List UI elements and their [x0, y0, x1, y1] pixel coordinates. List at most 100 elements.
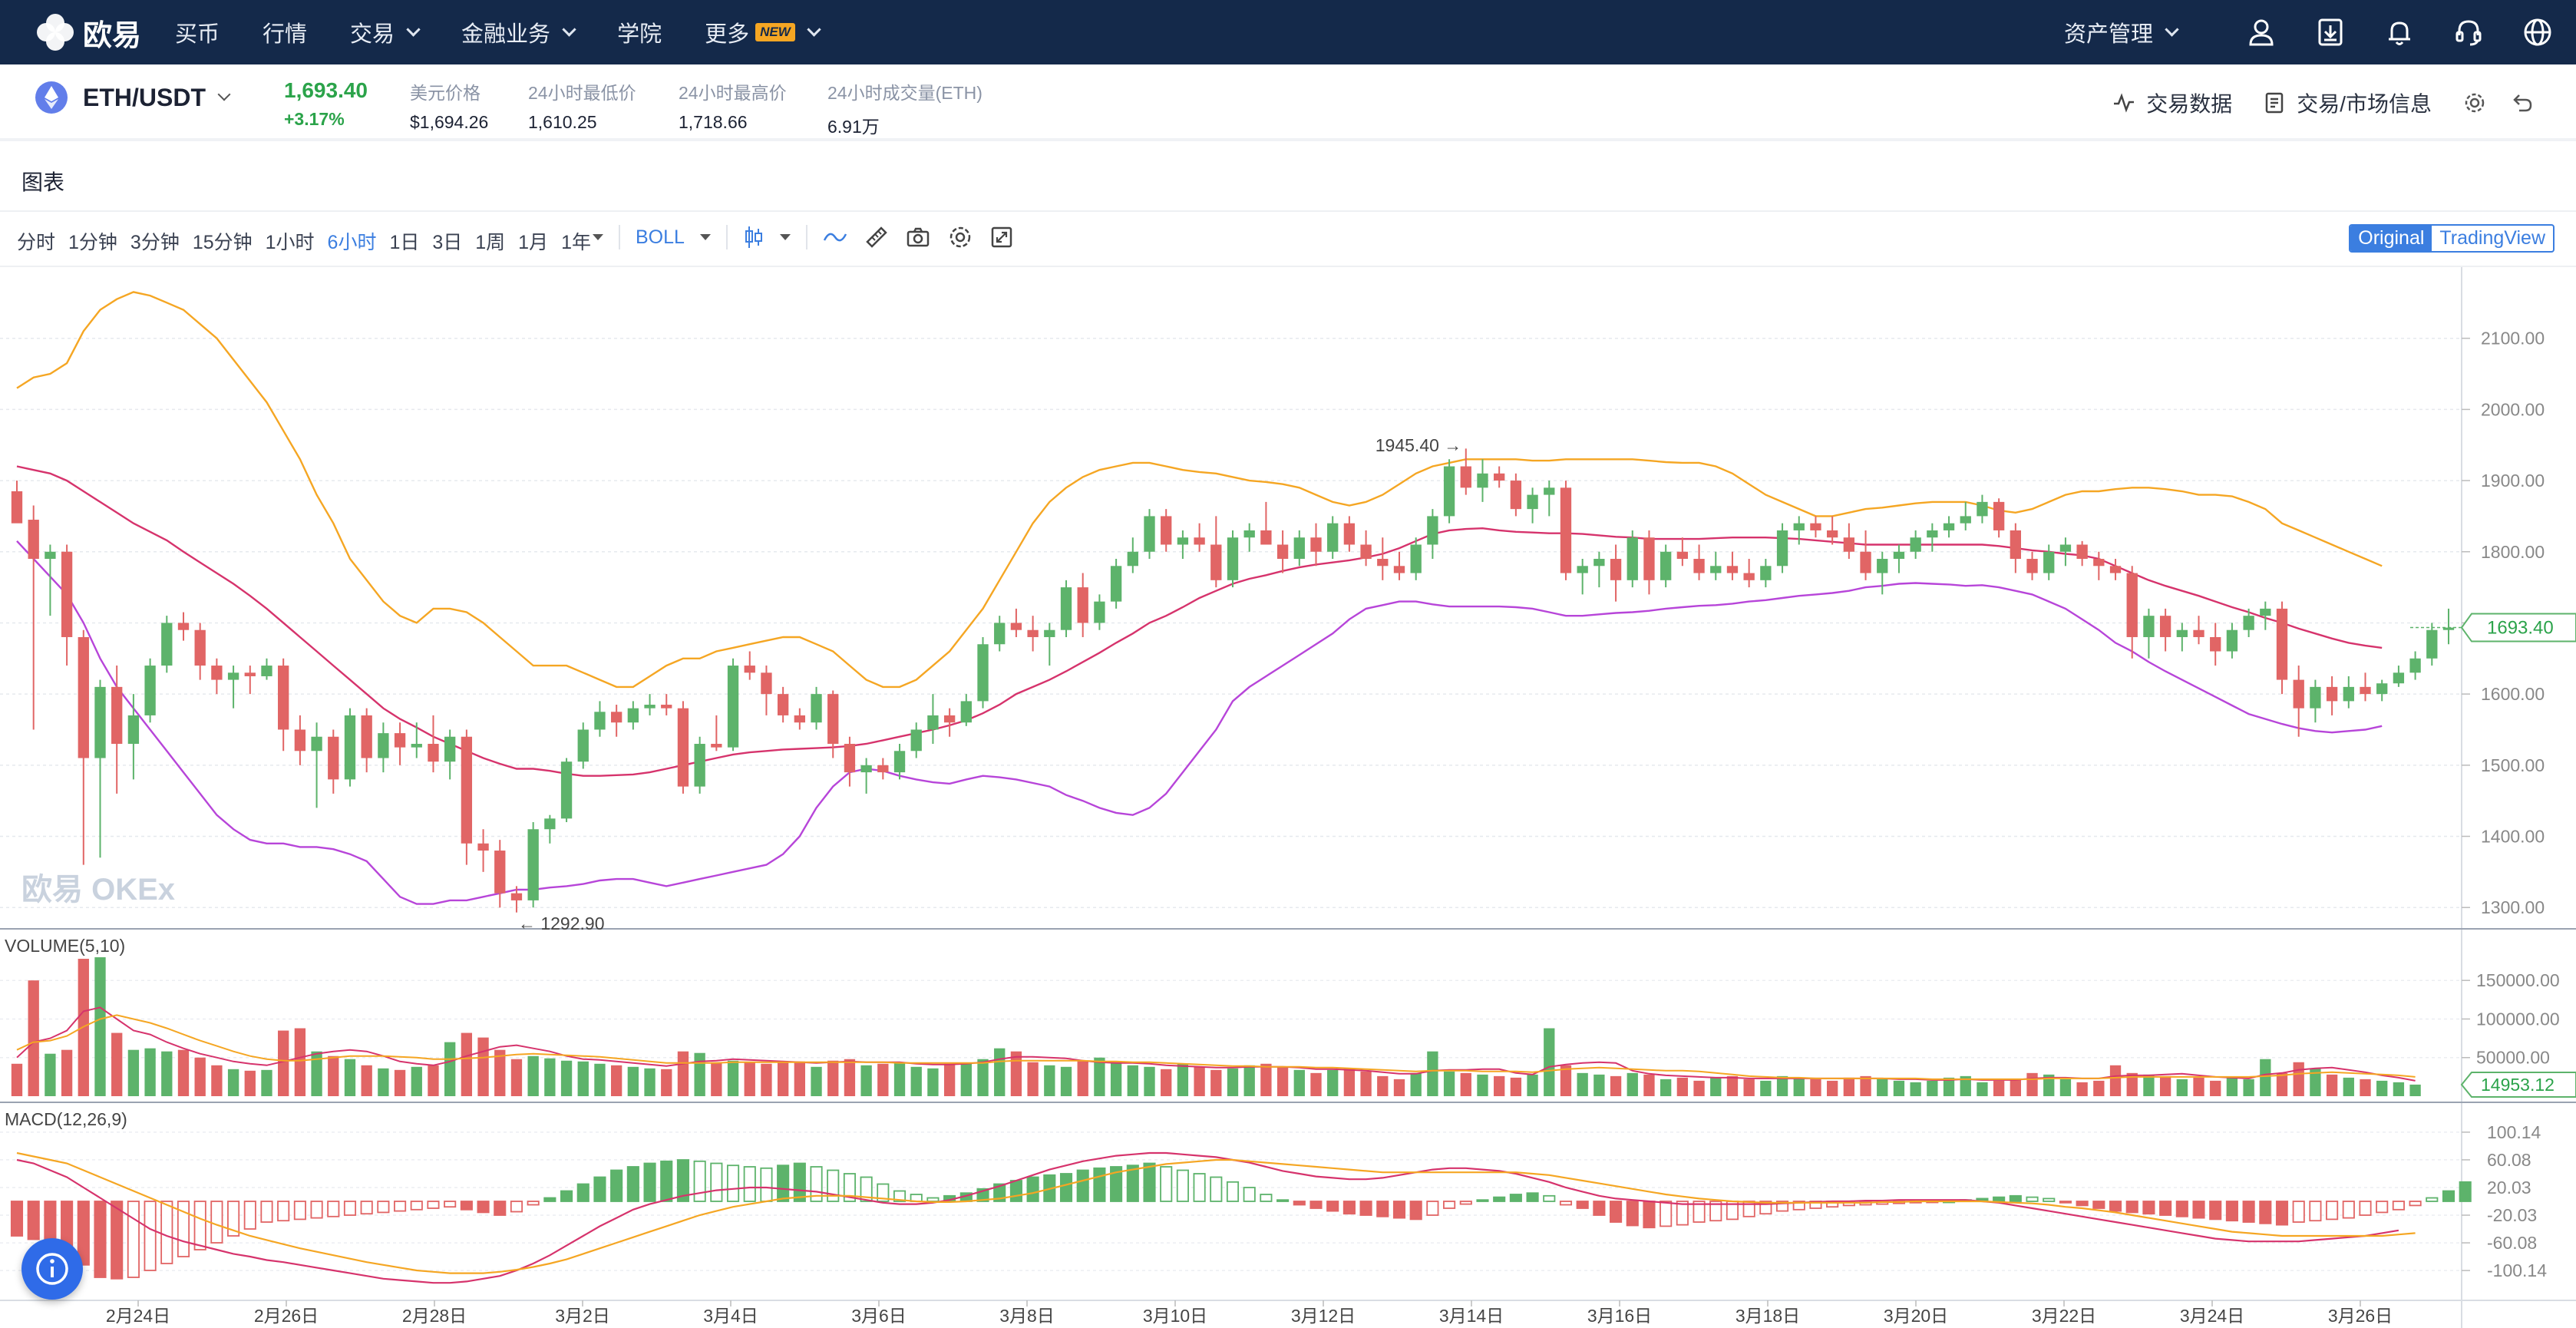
macd-bar: [1059, 1173, 1073, 1202]
indicator-line-icon[interactable]: [823, 225, 847, 249]
candle-body: [361, 715, 372, 758]
macd-bar: [1143, 1162, 1156, 1202]
current-price-label: 1693.40: [2487, 618, 2554, 639]
macd-bar: [1543, 1194, 1556, 1202]
macd-bar: [1026, 1176, 1039, 1202]
volume-bar: [1094, 1057, 1105, 1096]
globe-icon[interactable]: [2522, 17, 2553, 48]
macd-bar: [593, 1176, 606, 1202]
interval-5[interactable]: 6小时: [327, 232, 377, 253]
candle-body: [1393, 566, 1405, 573]
asset-management-menu[interactable]: 资产管理: [2064, 16, 2179, 48]
candle-body: [2093, 559, 2105, 567]
macd-bar: [2459, 1181, 2472, 1202]
candle-body: [1044, 629, 1055, 637]
y-tick-label: 1900.00: [2481, 471, 2545, 491]
volume-bar: [344, 1059, 356, 1096]
candle-body: [510, 893, 523, 900]
candle-body: [111, 686, 123, 745]
boll-middle-line: [16, 465, 2383, 777]
brand-logo[interactable]: 欧易: [34, 11, 141, 54]
headset-icon[interactable]: [2453, 17, 2484, 48]
volume-bar: [811, 1066, 822, 1096]
interval-3[interactable]: 15分钟: [192, 232, 253, 253]
interval-7[interactable]: 3日: [432, 232, 463, 253]
fullscreen-icon[interactable]: [990, 226, 1013, 249]
view-mode-toggle: Original TradingView: [2349, 224, 2555, 253]
pair-selector[interactable]: ETH/USDT: [35, 81, 231, 114]
macd-bar: [2426, 1197, 2439, 1202]
candle-body: [994, 623, 1006, 645]
indicator-selector[interactable]: BOLL: [636, 226, 711, 249]
interval-8[interactable]: 1周: [475, 232, 506, 253]
volume-bar: [1410, 1072, 1422, 1096]
nav-item-1[interactable]: 行情: [263, 16, 307, 48]
new-badge: NEW: [755, 23, 795, 41]
candle-body: [1010, 623, 1022, 630]
interval-6[interactable]: 1日: [389, 232, 420, 253]
interval-2[interactable]: 3分钟: [130, 232, 180, 253]
view-original-button[interactable]: Original: [2350, 226, 2432, 251]
macd-bar: [410, 1201, 423, 1211]
candle-body: [1377, 559, 1389, 567]
stat-value: 1,610.25: [528, 112, 597, 132]
undo-button[interactable]: [2510, 91, 2545, 115]
interval-1[interactable]: 1分钟: [68, 232, 117, 253]
volume-bar: [94, 957, 106, 1096]
volume-bar: [1660, 1079, 1672, 1096]
candle-body: [477, 843, 489, 851]
bell-icon[interactable]: [2384, 17, 2415, 48]
candle-body: [1693, 559, 1705, 573]
price-chart-area[interactable]: 2100.002000.001900.001800.001700.001600.…: [0, 267, 2576, 1328]
macd-bar: [2309, 1201, 2322, 1222]
candle-body: [2076, 544, 2088, 560]
interval-9[interactable]: 1月: [518, 232, 549, 253]
interval-10[interactable]: 1年: [561, 232, 591, 253]
candlestick-type-icon[interactable]: [743, 224, 765, 250]
interval-0[interactable]: 分时: [17, 232, 56, 253]
macd-bar: [877, 1183, 890, 1202]
volume-bar: [444, 1042, 456, 1096]
volume-bar: [1793, 1077, 1805, 1096]
volume-bar: [2343, 1077, 2354, 1096]
y-tick-label: 100.14: [2487, 1122, 2541, 1142]
camera-icon[interactable]: [906, 225, 930, 249]
candle-body: [2226, 629, 2238, 652]
macd-bar: [243, 1201, 256, 1230]
volume-bar: [394, 1069, 406, 1096]
info-button[interactable]: [21, 1238, 83, 1300]
view-tradingview-button[interactable]: TradingView: [2439, 227, 2545, 249]
nav-item-3[interactable]: 金融业务: [461, 16, 576, 48]
y-tick-label: 2000.00: [2481, 399, 2545, 419]
user-icon[interactable]: [2246, 17, 2277, 48]
nav-item-5[interactable]: 更多 NEW: [705, 16, 821, 48]
settings-button[interactable]: [2462, 91, 2498, 115]
volume-bar: [510, 1059, 523, 1096]
candle-body: [594, 712, 606, 730]
volume-bar: [244, 1070, 256, 1096]
chart-type-dropdown-arrow-icon[interactable]: [779, 234, 791, 240]
candle-body: [677, 708, 689, 787]
candle-body: [1643, 537, 1655, 580]
volume-bar: [1010, 1051, 1022, 1096]
nav-item-0[interactable]: 买币: [175, 16, 220, 48]
download-icon[interactable]: [2315, 17, 2346, 48]
macd-bar: [1693, 1201, 1706, 1223]
interval-4[interactable]: 1小时: [265, 232, 315, 253]
trading-data-link[interactable]: 交易数据: [2112, 88, 2232, 118]
volume-bar: [2193, 1077, 2204, 1096]
candle-body: [2426, 629, 2438, 659]
macd-bar: [660, 1160, 673, 1202]
okx-logo-icon: [34, 11, 77, 54]
year-dropdown-arrow-icon[interactable]: [593, 234, 603, 240]
market-info-link[interactable]: 交易/市场信息: [2263, 88, 2432, 118]
candle-body: [1560, 487, 1572, 573]
stat-label: 美元价格: [410, 83, 481, 103]
candle-body: [78, 636, 89, 758]
low-annotation: ← 1292.90: [518, 913, 605, 933]
ruler-draw-icon[interactable]: [864, 225, 889, 249]
nav-item-2[interactable]: 交易: [350, 16, 421, 48]
nav-right: 资产管理: [2064, 0, 2553, 64]
chart-settings-gear-icon[interactable]: [947, 224, 973, 250]
nav-item-4[interactable]: 学院: [617, 16, 662, 48]
